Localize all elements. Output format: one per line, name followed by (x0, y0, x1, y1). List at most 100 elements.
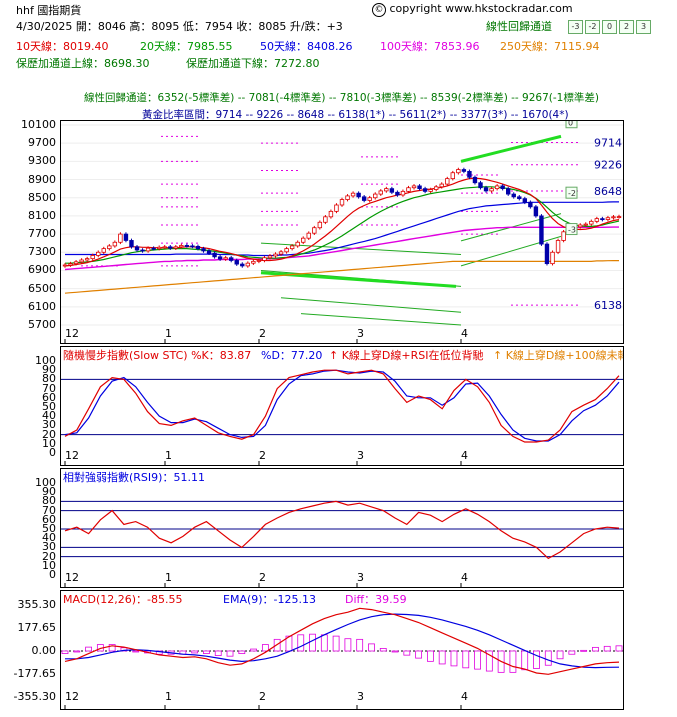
fib-label-0: 9714 (594, 137, 622, 150)
ma100-line (64, 226, 619, 271)
candle-body (145, 247, 151, 252)
diff-bar (533, 650, 540, 669)
candle-body (450, 172, 455, 180)
lower-channel-label: 保歷加通道下線：7272.80 (186, 57, 320, 70)
x-tick-label: 1 (165, 571, 172, 584)
candle-body (134, 246, 140, 251)
y-tick-label: -177.65 (13, 667, 56, 680)
diff-bar (592, 646, 599, 652)
candle-body (522, 198, 528, 203)
candle-body (212, 252, 217, 258)
diff-bar (203, 650, 210, 654)
diff-bar (85, 646, 92, 652)
x-tick-label: 1 (165, 327, 172, 340)
x-tick-label: 4 (461, 571, 468, 584)
candle-body (605, 217, 611, 220)
candle-body (312, 227, 317, 234)
diff-bar (297, 634, 305, 652)
x-tick-label: 12 (65, 690, 79, 703)
candle-body (456, 169, 461, 174)
candle-body (267, 255, 273, 259)
y-tick-label: 0.00 (31, 644, 57, 657)
regression-channel-main-upper (460, 134, 562, 163)
candle-body (168, 246, 173, 249)
y-tick-label: 5700 (28, 318, 56, 331)
regression-line-label: 線性回歸通道：6352(-5標準差) -- 7081(-4標準差) -- 781… (84, 92, 599, 104)
ma100-label: 100天線：7853.96 (380, 40, 480, 53)
regression-toggle: 線性回歸通道 (486, 18, 552, 34)
golden-ratio-label: 黃金比率區間：9714 -- 9226 -- 8648 -- 6138(1*) … (142, 109, 569, 121)
ma20-line (65, 186, 620, 264)
ma20-label: 20天線：7985.55 (140, 40, 233, 53)
regression-buttons: -3 -2 0 2 3 (566, 19, 651, 34)
regression-btn-minus3[interactable]: -3 (568, 20, 583, 34)
x-tick-label: 4 (461, 449, 468, 462)
candle-body (561, 231, 566, 241)
diff-bar (485, 650, 493, 672)
candle-body (262, 257, 267, 261)
candle-body (334, 204, 339, 212)
candle-body (389, 188, 395, 193)
y-tick-label: 9700 (28, 136, 56, 150)
candle-body (583, 223, 588, 226)
candle-body (555, 240, 561, 253)
y-tick-label: 100 (35, 354, 56, 367)
copyright-notice[interactable]: © copyright www.hkstockradar.com (372, 2, 573, 17)
y-tick-label: 20 (42, 427, 56, 441)
y-tick-label: 20 (42, 549, 56, 563)
x-tick-label: 4 (461, 327, 468, 340)
candle-body (295, 241, 300, 247)
candle-body (73, 261, 79, 265)
macd-line (64, 607, 620, 675)
candle-body (544, 243, 550, 265)
candle-body (289, 245, 295, 250)
diff-bar (332, 635, 340, 652)
regression-btn-minus2[interactable]: -2 (585, 20, 600, 34)
fib-label-3: 6138 (1*) (594, 299, 623, 312)
candle-body (256, 260, 262, 262)
candle-body (206, 250, 212, 254)
diff-bar (108, 644, 116, 652)
y-tick-label: 90 (42, 363, 56, 377)
diff-bar (556, 650, 564, 660)
diff-bar (132, 650, 140, 653)
candle-body (461, 169, 467, 172)
fib-label-2: 8648 (594, 185, 622, 198)
y-tick-label: 9300 (28, 154, 56, 168)
upper-channel-label: 保歷加通道上線：8698.30 (16, 57, 150, 70)
diff-bar (261, 644, 269, 652)
candle-body (505, 188, 511, 195)
y-tick-label: 40 (42, 409, 56, 423)
x-tick-label: 1 (165, 449, 172, 462)
y-tick-label: 40 (42, 531, 56, 545)
symbol-title: hhf 國指期貨 (16, 4, 82, 17)
candle-body (79, 259, 84, 263)
rsi-chart: 相對強弱指數(RSI9)：51.11 (61, 470, 623, 587)
candle-body (223, 257, 228, 260)
y-tick-label: 50 (42, 400, 56, 413)
candle-body (278, 251, 284, 255)
y-tick-label: 60 (42, 390, 56, 404)
candle-body (589, 220, 594, 225)
diff-bar (73, 650, 81, 653)
y-tick-label: 10 (42, 558, 56, 572)
diff-bar (580, 649, 588, 652)
candle-body (361, 196, 367, 201)
y-tick-label: 10100 (21, 118, 56, 131)
y-tick-label: 60 (42, 512, 56, 526)
candle-body (151, 247, 156, 250)
candle-body (251, 260, 256, 264)
regression-btn-0[interactable]: 0 (602, 20, 617, 34)
regression-marker-box (565, 186, 578, 199)
candle-body (400, 190, 406, 196)
candle-body (539, 215, 544, 245)
candle-body (190, 245, 195, 248)
regression-marker-text: -2 (568, 189, 576, 198)
regression-btn-3[interactable]: 3 (636, 20, 651, 34)
stochastic-chart: 隨機慢步指數(Slow STC) %K：83.87 %D：77.20 ↑ K線上穿D… (61, 348, 640, 465)
regression-btn-2[interactable]: 2 (619, 20, 634, 34)
y-tick-label: 8900 (28, 172, 56, 186)
y-tick-label: 0 (49, 568, 56, 581)
regression-marker-0: 0 (565, 116, 578, 129)
diff-bar (379, 648, 387, 652)
